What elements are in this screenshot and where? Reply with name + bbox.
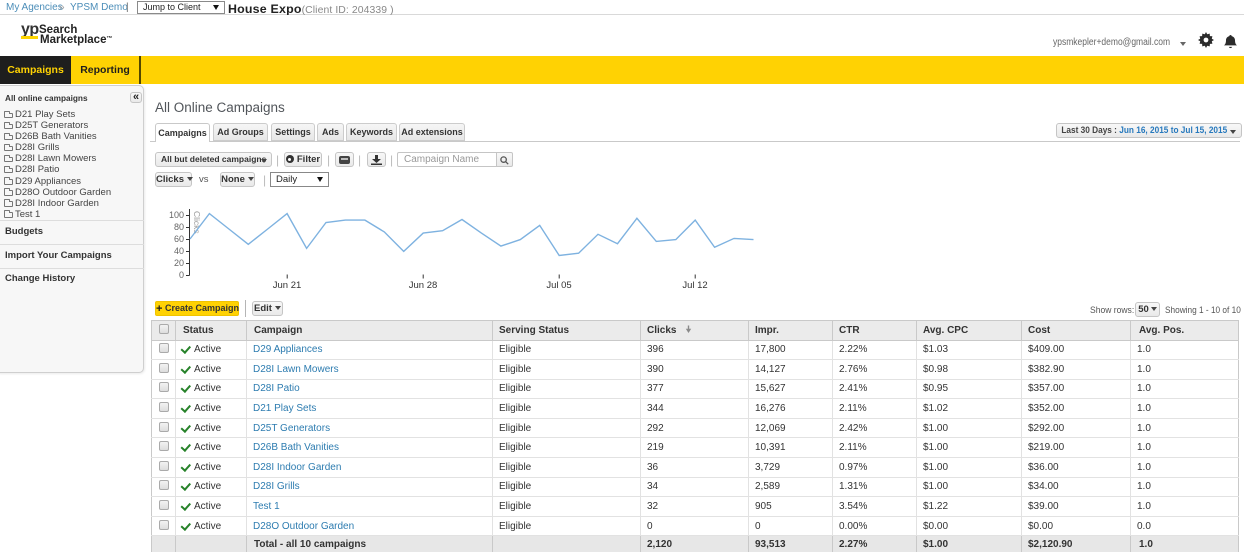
svg-text:80: 80: [174, 222, 184, 232]
svg-text:Jun 28: Jun 28: [409, 280, 438, 291]
svg-text:60: 60: [174, 234, 184, 244]
svg-text:0: 0: [179, 270, 184, 280]
svg-text:Jun 21: Jun 21: [273, 280, 302, 291]
svg-text:Jul 05: Jul 05: [546, 280, 571, 291]
svg-text:40: 40: [174, 246, 184, 256]
svg-text:Clicks: Clicks: [192, 211, 202, 234]
svg-text:20: 20: [174, 258, 184, 268]
svg-text:100: 100: [169, 210, 184, 220]
svg-text:Jul 12: Jul 12: [682, 280, 707, 291]
